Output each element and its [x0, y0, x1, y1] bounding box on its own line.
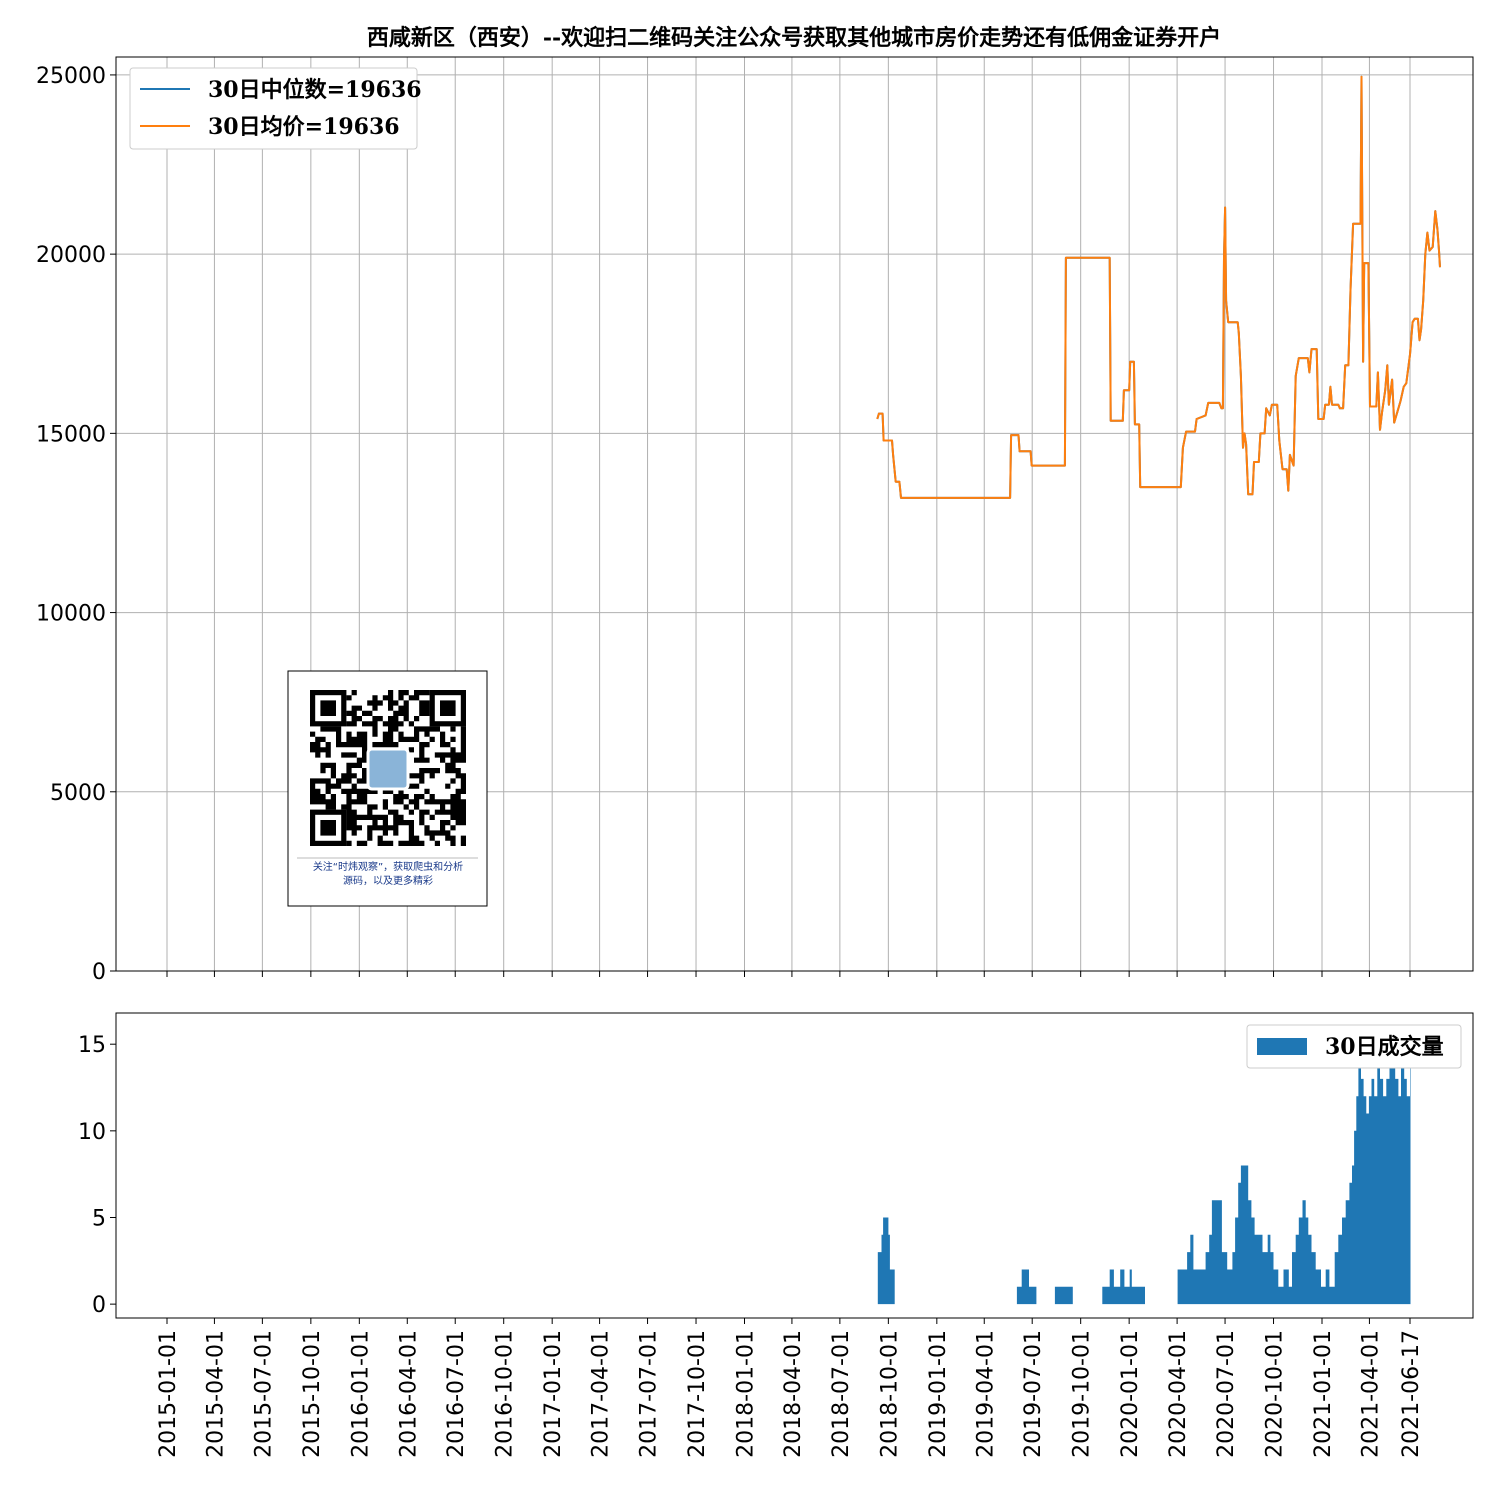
qr-finder-inner-0: [320, 700, 336, 716]
price-y-tick-label-3: 15000: [36, 422, 106, 447]
legend-label-mean: 30日均价=19636: [208, 114, 400, 140]
x-tick-label-20: 2020-01-01: [1118, 1330, 1143, 1458]
volume-chart-area: [877, 1044, 1411, 1305]
volume-y-tick-label-0: 0: [92, 1293, 106, 1318]
price-series-line-1: [876, 75, 1441, 499]
volume-y-tick-label-3: 15: [78, 1033, 106, 1058]
x-tick-label-9: 2017-04-01: [589, 1330, 614, 1458]
x-tick-label-26: 2021-06-17: [1399, 1330, 1424, 1458]
price-y-tick-label-4: 20000: [36, 243, 106, 268]
price-y-tick-label-1: 5000: [50, 781, 106, 806]
volume-chart-frame: [115, 1012, 1474, 1319]
x-tick-label-24: 2021-01-01: [1311, 1330, 1336, 1458]
x-tick-label-6: 2016-07-01: [444, 1330, 469, 1458]
x-tick-label-21: 2020-04-01: [1166, 1330, 1191, 1458]
x-tick-label-13: 2018-04-01: [781, 1330, 806, 1458]
price-y-tick-label-5: 25000: [36, 64, 106, 89]
x-tick-label-25: 2021-04-01: [1358, 1330, 1383, 1458]
x-tick-label-0: 2015-01-01: [156, 1330, 181, 1458]
qr-finder-inner-1: [440, 700, 456, 716]
x-tick-label-18: 2019-07-01: [1021, 1330, 1046, 1458]
price-y-tick-label-2: 10000: [36, 602, 106, 627]
x-tick-label-4: 2016-01-01: [348, 1330, 373, 1458]
volume-legend-box: [1246, 1024, 1462, 1069]
x-tick-label-2: 2015-07-01: [251, 1330, 276, 1458]
x-tick-label-17: 2019-04-01: [973, 1330, 998, 1458]
chart-title: 西咸新区（西安）--欢迎扫二维码关注公众号获取其他城市房价走势还有低佣金证券开户: [367, 25, 1221, 51]
x-tick-label-15: 2018-10-01: [877, 1330, 902, 1458]
x-tick-label-5: 2016-04-01: [396, 1330, 421, 1458]
price-chart: 0 5000 10000 15000 20000 25000 西咸新区（西安）--欢迎扫二…: [36, 25, 1474, 985]
qr-logo: [366, 747, 410, 791]
x-tick-label-7: 2016-10-01: [493, 1330, 518, 1458]
qr-finder-inner-2: [320, 820, 336, 836]
price-chart-frame: [115, 56, 1474, 972]
volume-y-tick-label-1: 5: [92, 1206, 106, 1231]
x-tick-label-10: 2017-07-01: [637, 1330, 662, 1458]
x-tick-label-1: 2015-04-01: [203, 1330, 228, 1458]
legend-swatch-volume: [1257, 1038, 1307, 1055]
price-y-tick-label-0: 0: [92, 960, 106, 985]
volume-series-area-0: [877, 1044, 1411, 1305]
x-tick-label-23: 2020-10-01: [1263, 1330, 1288, 1458]
qr-caption-line1: 关注“时炜观察”，获取爬虫和分析: [313, 860, 463, 873]
qr-caption-line2: 源码，以及更多精彩: [343, 874, 433, 887]
price-chart-lines: [876, 75, 1441, 499]
price-chart-ticks: 0 5000 10000 15000 20000 25000: [36, 64, 1411, 985]
volume-legend: 30日成交量: [1246, 1024, 1462, 1069]
volume-chart-ticks: 0 5 10 15 2015-01-01 2015-04-01 2015-07-01 2015…: [78, 1033, 1424, 1458]
legend-label-volume: 30日成交量: [1325, 1034, 1444, 1060]
price-legend-box: [129, 67, 418, 150]
price-legend: 30日中位数=19636 30日均价=19636: [129, 67, 422, 150]
legend-label-median: 30日中位数=19636: [208, 77, 422, 103]
x-tick-label-12: 2018-01-01: [734, 1330, 759, 1458]
qr-code-panel: 关注“时炜观察”，获取爬虫和分析 源码，以及更多精彩: [287, 670, 488, 907]
x-tick-label-22: 2020-07-01: [1214, 1330, 1239, 1458]
volume-y-tick-label-2: 10: [78, 1120, 106, 1145]
x-tick-label-19: 2019-10-01: [1070, 1330, 1095, 1458]
x-tick-label-14: 2018-07-01: [829, 1330, 854, 1458]
x-tick-label-3: 2015-10-01: [300, 1330, 325, 1458]
x-tick-label-8: 2017-01-01: [541, 1330, 566, 1458]
x-tick-label-16: 2019-01-01: [926, 1330, 951, 1458]
volume-chart: 0 5 10 15 2015-01-01 2015-04-01 2015-07-01 2015…: [78, 1012, 1474, 1458]
x-tick-label-11: 2017-10-01: [685, 1330, 710, 1458]
